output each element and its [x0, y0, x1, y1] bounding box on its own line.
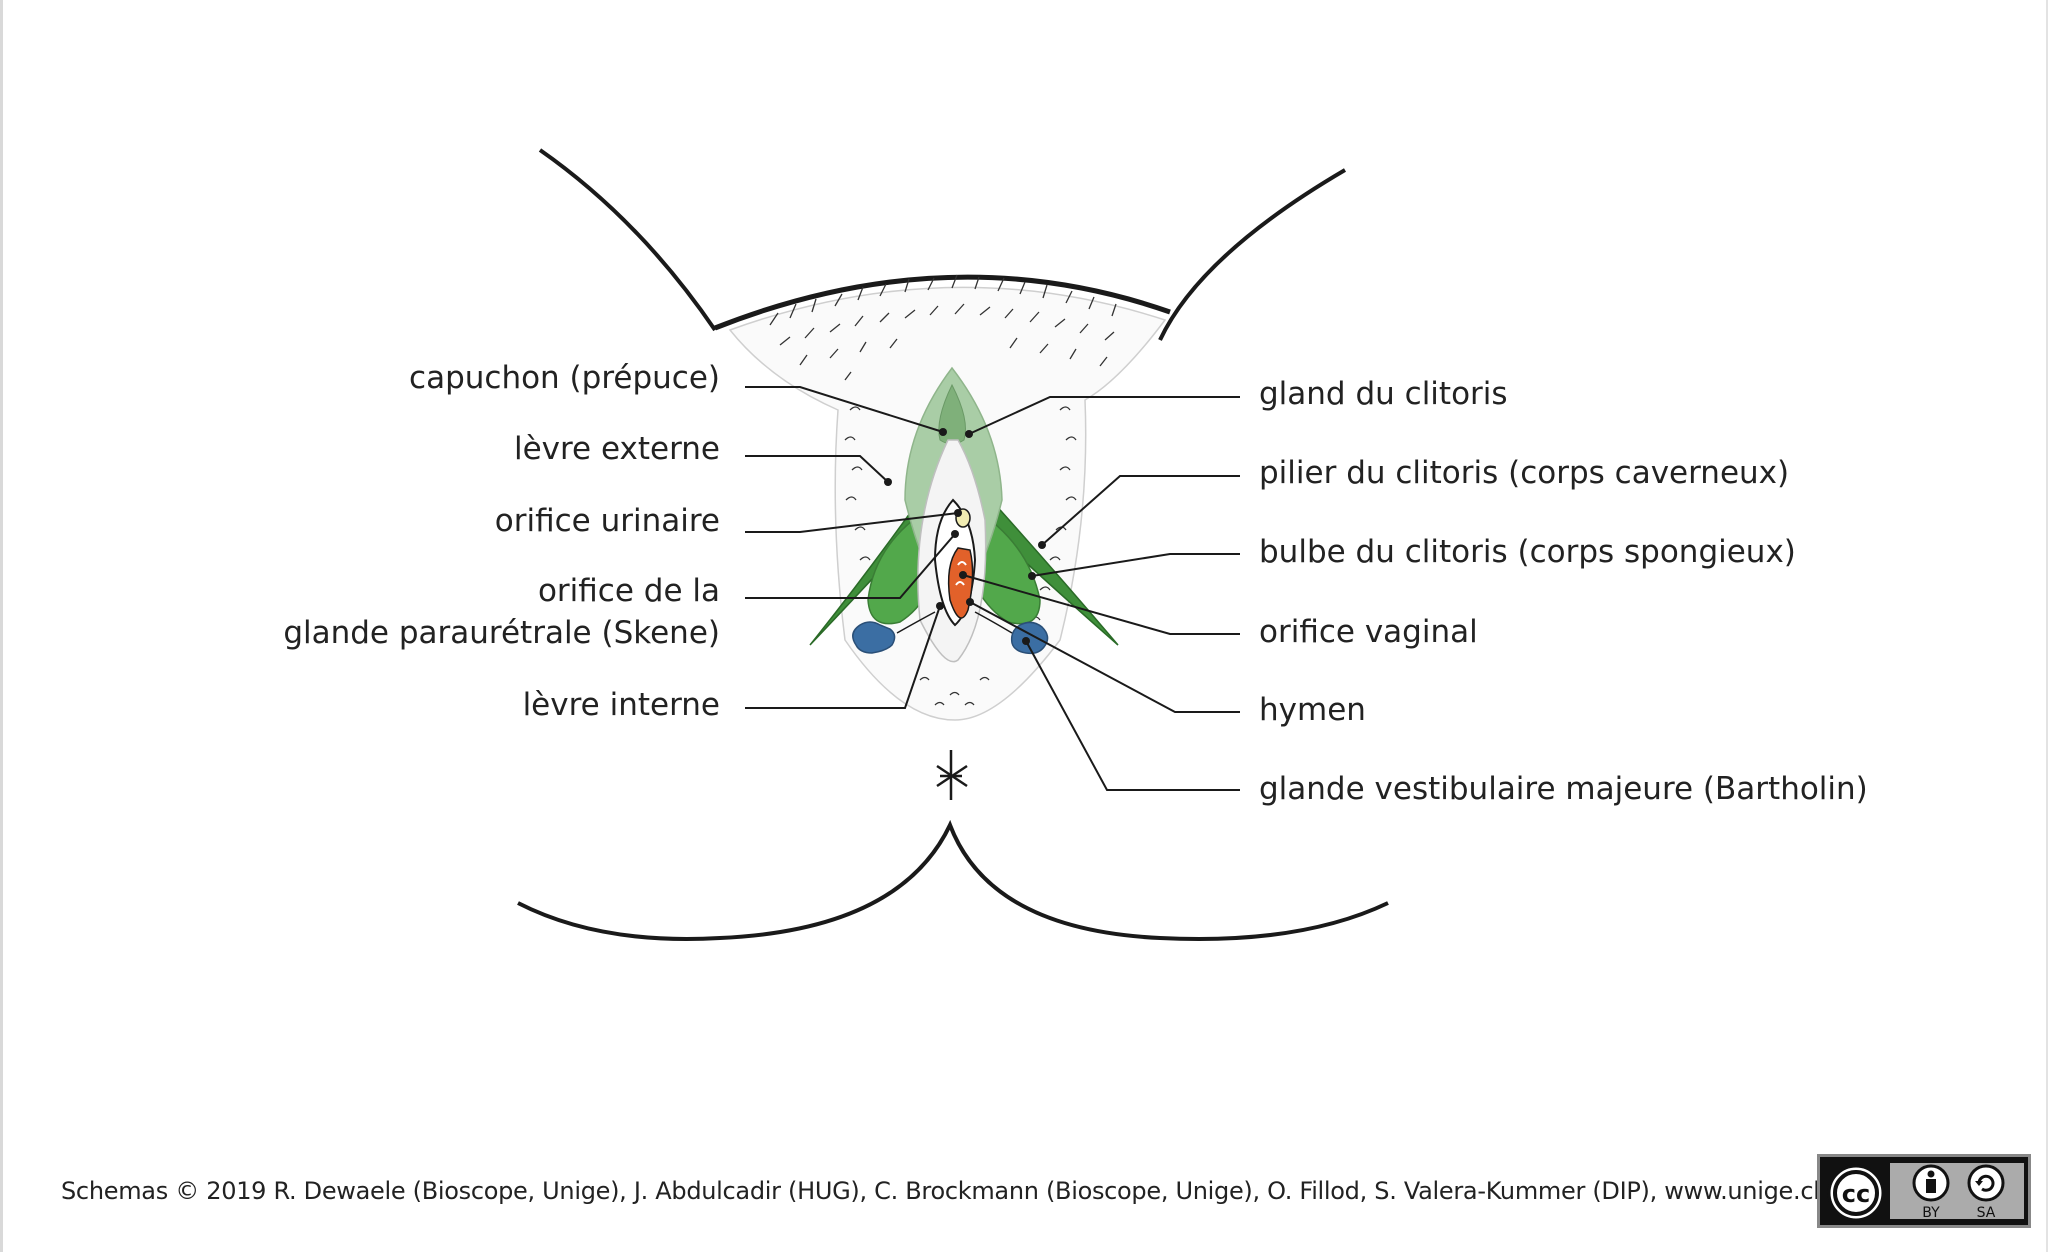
anus-mark: [936, 750, 968, 800]
left-thigh-contour: [538, 148, 717, 332]
leader-bartholin: [1025, 640, 1240, 791]
leader-outer-lip: [745, 455, 889, 483]
label-urinary-orifice: orifice urinaire: [495, 503, 720, 539]
leader-bulb: [1031, 553, 1240, 577]
right-thigh-contour: [1158, 168, 1347, 341]
label-bartholin: glande vestibulaire majeure (Bartholin): [1259, 771, 1868, 807]
leader-lines: [745, 386, 1240, 791]
by-icon: BY: [1912, 1164, 1950, 1221]
left-bartholin-gland: [852, 621, 896, 654]
leader-crus: [1041, 475, 1240, 546]
label-hymen: hymen: [1259, 692, 1366, 728]
left-border: [0, 0, 3, 1252]
license-badge[interactable]: cc BY SA: [1817, 1154, 2031, 1228]
label-skene-line2: glande paraurétrale (Skene): [283, 615, 720, 651]
label-inner-lip: lèvre interne: [523, 687, 720, 723]
leader-skene: [745, 533, 956, 599]
leader-vaginal: [962, 574, 1240, 635]
right-border: [2046, 0, 2048, 1252]
label-glans: gland du clitoris: [1259, 376, 1508, 412]
pubic-hair: [769, 274, 1117, 706]
leader-glans: [968, 396, 1240, 435]
leader-hood: [745, 386, 944, 433]
leader-hymen: [969, 601, 1240, 713]
buttocks-contour: [517, 819, 1389, 941]
sa-icon: SA: [1967, 1164, 2005, 1221]
label-skene-line1: orifice de la: [538, 573, 720, 609]
leader-dots: [884, 428, 1046, 645]
label-crus: pilier du clitoris (corps caverneux): [1259, 455, 1789, 491]
svg-text:SA: SA: [1977, 1205, 1996, 1221]
leader-urinary: [745, 512, 959, 533]
label-outer-lip: lèvre externe: [514, 431, 720, 467]
svg-text:BY: BY: [1922, 1205, 1940, 1221]
svg-text:cc: cc: [1842, 1180, 1870, 1208]
label-hood: capuchon (prépuce): [409, 360, 720, 396]
label-vaginal-orifice: orifice vaginal: [1259, 614, 1478, 650]
pubis-contour: [714, 274, 1171, 331]
leader-inner-lip: [745, 605, 941, 709]
credits-text: Schemas © 2019 R. Dewaele (Bioscope, Uni…: [61, 1177, 1867, 1205]
label-bulb: bulbe du clitoris (corps spongieux): [1259, 534, 1796, 570]
cc-icon: cc: [1827, 1164, 1885, 1222]
